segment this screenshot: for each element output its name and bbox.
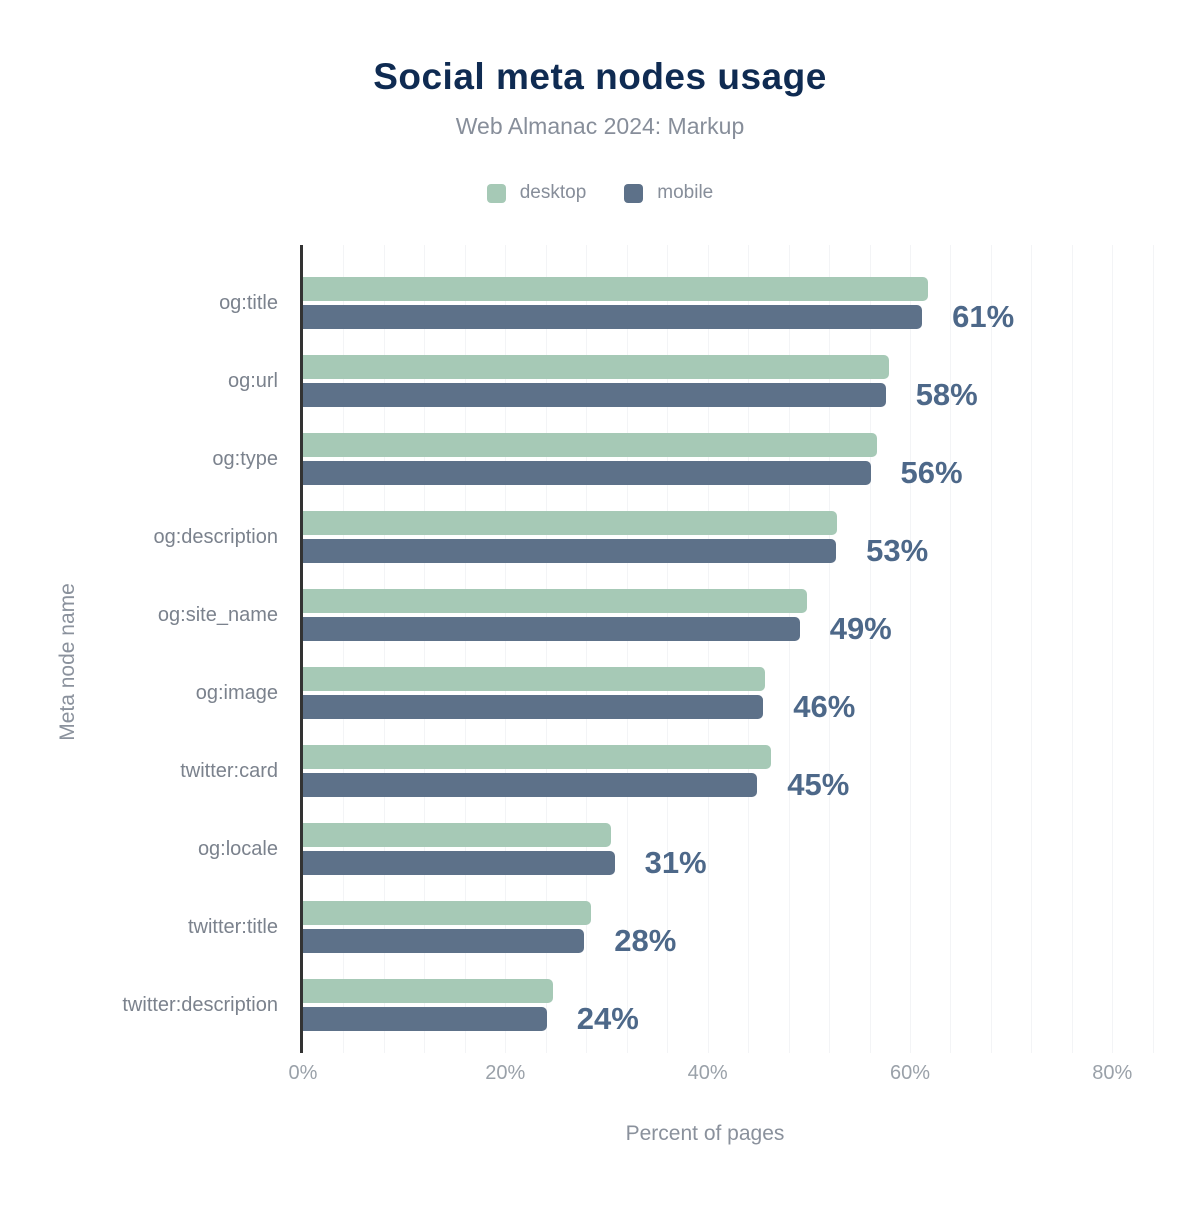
bar-mobile-og:url[interactable] — [303, 383, 886, 407]
x-tick-0%: 0% — [288, 1062, 318, 1084]
value-label-og:locale: 31% — [644, 845, 707, 880]
value-label-og:image: 46% — [793, 689, 856, 724]
bar-desktop-og:title[interactable] — [303, 277, 929, 301]
legend-label-mobile: mobile — [657, 182, 714, 203]
gridline — [667, 245, 669, 1053]
category-labels: og:title og:url og:type og:description og:si… — [0, 245, 288, 1053]
gridlines — [303, 245, 1173, 1053]
legend-label-desktop: desktop — [519, 182, 587, 203]
gridline — [545, 245, 547, 1053]
x-axis-title: Percent of pages — [625, 1122, 785, 1145]
category-label-og:locale: og:locale — [197, 838, 278, 860]
value-label-twitter:title: 28% — [614, 923, 677, 958]
gridline — [424, 245, 426, 1053]
chart-subtitle: Web Almanac 2024: Markup — [455, 113, 745, 139]
gridline — [748, 245, 750, 1053]
bar-group-og:locale: 31% — [303, 823, 1173, 880]
bar-desktop-og:url[interactable] — [303, 355, 889, 379]
gridline — [505, 245, 507, 1053]
legend-item-mobile: mobile — [624, 182, 713, 204]
value-label-twitter:description: 24% — [576, 1001, 639, 1036]
gridline — [990, 245, 992, 1053]
category-label-twitter:title: twitter:title — [187, 916, 278, 938]
gridline — [869, 245, 871, 1053]
value-label-og:url: 58% — [915, 377, 978, 412]
legend-swatch-mobile — [624, 183, 644, 203]
gridline — [1071, 245, 1073, 1053]
value-label-twitter:card: 45% — [787, 767, 850, 802]
gridline — [829, 245, 831, 1053]
bar-desktop-twitter:title[interactable] — [303, 901, 592, 925]
bar-mobile-og:site_name[interactable] — [303, 617, 800, 641]
bar-group-og:url: 58% — [303, 355, 1173, 412]
gridline — [343, 245, 345, 1053]
bar-group-og:image: 46% — [303, 667, 1173, 724]
bar-desktop-og:image[interactable] — [303, 667, 766, 691]
legend-swatch-desktop — [486, 183, 506, 203]
legend-item-desktop: desktop — [486, 182, 587, 204]
gridline — [1152, 245, 1154, 1053]
gridline — [950, 245, 952, 1053]
bar-desktop-twitter:description[interactable] — [303, 979, 553, 1003]
category-label-twitter:card: twitter:card — [180, 760, 278, 782]
gridline — [383, 245, 385, 1053]
plot-area: 61% 58% 56% 53% 49% 46% 45% 31% 28% 24% — [300, 245, 1173, 1053]
x-tick-20%: 20% — [485, 1062, 526, 1084]
category-label-twitter:description: twitter:description — [122, 994, 278, 1016]
bar-mobile-twitter:title[interactable] — [303, 929, 585, 953]
chart-title: Social meta nodes usage — [373, 56, 827, 97]
value-label-og:site_name: 49% — [829, 611, 892, 646]
gridline — [707, 245, 709, 1053]
x-tick-60%: 60% — [889, 1062, 930, 1084]
bar-group-og:site_name: 49% — [303, 589, 1173, 646]
value-label-og:description: 53% — [866, 533, 929, 568]
bar-mobile-og:description[interactable] — [303, 539, 837, 563]
bar-group-twitter:title: 28% — [303, 901, 1173, 958]
bar-group-twitter:card: 45% — [303, 745, 1173, 802]
bar-group-og:title: 61% — [303, 277, 1173, 334]
gridline — [909, 245, 911, 1053]
category-label-og:image: og:image — [195, 682, 278, 704]
bar-group-og:type: 56% — [303, 433, 1173, 490]
bar-group-og:description: 53% — [303, 511, 1173, 568]
gridline — [586, 245, 588, 1053]
value-label-og:title: 61% — [952, 299, 1015, 334]
bar-desktop-og:type[interactable] — [303, 433, 877, 457]
bar-group-twitter:description: 24% — [303, 979, 1173, 1036]
bar-desktop-og:locale[interactable] — [303, 823, 611, 847]
bar-mobile-og:locale[interactable] — [303, 851, 615, 875]
category-label-og:title: og:title — [219, 292, 278, 314]
gridline — [626, 245, 628, 1053]
gridline — [464, 245, 466, 1053]
bar-mobile-og:title[interactable] — [303, 305, 923, 329]
bar-mobile-twitter:description[interactable] — [303, 1007, 547, 1031]
bar-desktop-og:site_name[interactable] — [303, 589, 807, 613]
x-tick-40%: 40% — [687, 1062, 728, 1084]
bar-mobile-og:type[interactable] — [303, 461, 871, 485]
category-label-og:description: og:description — [153, 526, 278, 548]
x-tick-labels: 0% 20% 40% 60% 80% — [289, 1062, 1173, 1092]
bar-mobile-og:image[interactable] — [303, 695, 764, 719]
bar-mobile-twitter:card[interactable] — [303, 773, 758, 797]
category-label-og:site_name: og:site_name — [157, 604, 278, 626]
bar-desktop-twitter:card[interactable] — [303, 745, 772, 769]
category-label-og:type: og:type — [212, 448, 278, 470]
gridline — [1031, 245, 1033, 1053]
value-label-og:type: 56% — [900, 455, 963, 490]
category-label-og:url: og:url — [227, 370, 278, 392]
bar-desktop-og:description[interactable] — [303, 511, 838, 535]
x-tick-80%: 80% — [1092, 1062, 1133, 1084]
gridline — [788, 245, 790, 1053]
legend: desktop mobile — [0, 182, 1200, 204]
gridline — [1112, 245, 1114, 1053]
